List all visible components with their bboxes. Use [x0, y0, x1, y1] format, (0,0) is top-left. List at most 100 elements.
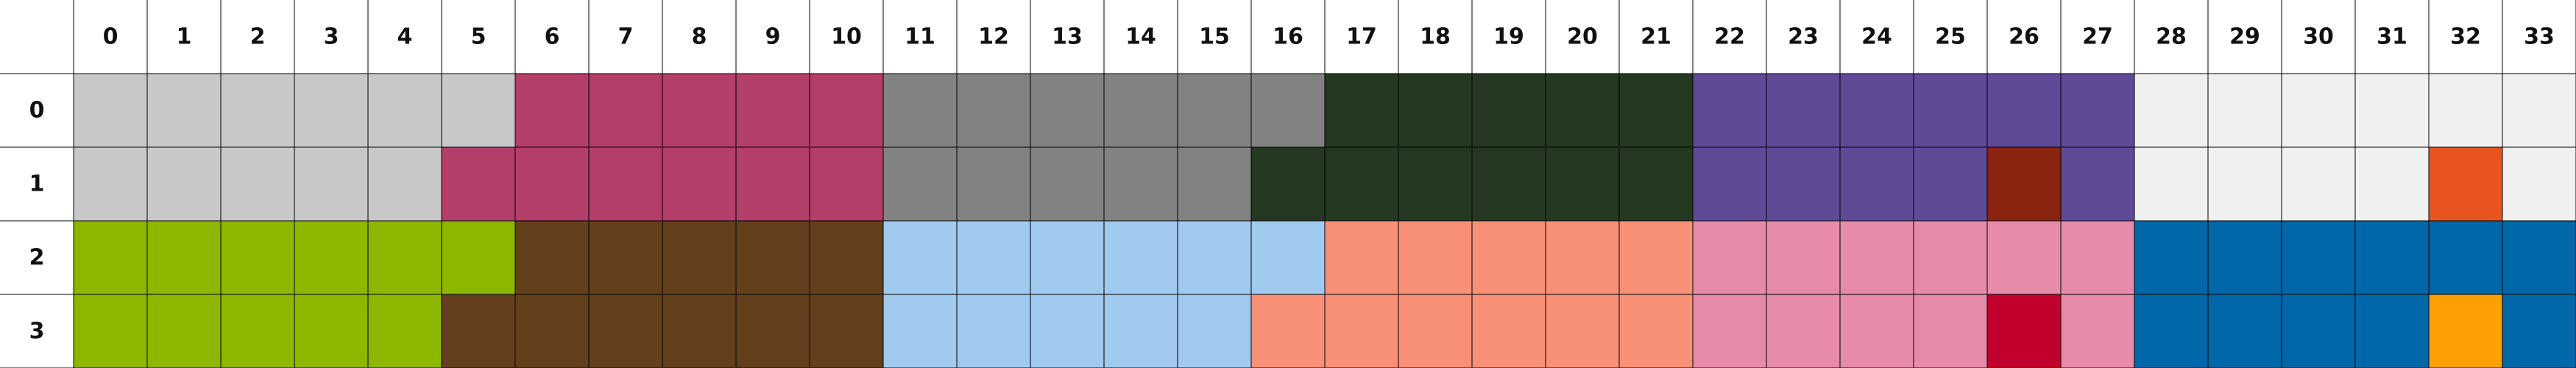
grid-cell-r1-c2: [221, 147, 294, 221]
grid-cell-r1-c24: [1840, 147, 1914, 221]
grid-cell-r1-c5: [442, 147, 515, 221]
grid-cell-r0-c21: [1619, 74, 1693, 147]
grid-cell-r2-c32: [2429, 221, 2502, 294]
grid-cell-r3-c12: [957, 294, 1030, 368]
column-header-14: 14: [1125, 24, 1156, 50]
grid-cell-r2-c4: [368, 221, 442, 294]
column-header-1: 1: [177, 24, 192, 50]
grid-cell-r1-c7: [589, 147, 662, 221]
grid-cell-r1-c17: [1325, 147, 1398, 221]
grid-cell-r2-c0: [74, 221, 147, 294]
column-header-33: 33: [2524, 24, 2555, 50]
grid-cell-r3-c27: [2061, 294, 2134, 368]
grid-cell-r3-c3: [294, 294, 368, 368]
column-header-28: 28: [2156, 24, 2187, 50]
grid-cell-r2-c12: [957, 221, 1030, 294]
grid-cell-r2-c28: [2134, 221, 2208, 294]
grid-cell-r3-c11: [883, 294, 957, 368]
grid-cell-r3-c32: [2429, 294, 2502, 368]
column-header-17: 17: [1346, 24, 1377, 50]
grid-cell-r1-c15: [1178, 147, 1251, 221]
grid-cell-r0-c33: [2502, 74, 2576, 147]
grid-cell-r2-c29: [2208, 221, 2282, 294]
grid-cell-r3-c25: [1914, 294, 1987, 368]
column-header-22: 22: [1714, 24, 1745, 50]
grid-cell-r3-c20: [1546, 294, 1619, 368]
grid-cell-r1-c27: [2061, 147, 2134, 221]
grid-cell-r0-c3: [294, 74, 368, 147]
column-header-29: 29: [2229, 24, 2260, 50]
grid-cell-r0-c5: [442, 74, 515, 147]
grid-cell-r3-c4: [368, 294, 442, 368]
grid-cell-r1-c22: [1693, 147, 1766, 221]
column-header-7: 7: [618, 24, 634, 50]
grid-cell-r1-c18: [1398, 147, 1472, 221]
grid-cell-r0-c31: [2355, 74, 2429, 147]
column-header-19: 19: [1493, 24, 1524, 50]
grid-cell-r0-c26: [1987, 74, 2061, 147]
grid-cell-r0-c32: [2429, 74, 2502, 147]
grid-cell-r0-c12: [957, 74, 1030, 147]
grid-cell-r0-c2: [221, 74, 294, 147]
grid-cell-r0-c9: [736, 74, 810, 147]
grid-cell-r3-c1: [147, 294, 221, 368]
grid-cell-r3-c2: [221, 294, 294, 368]
grid-cell-r0-c11: [883, 74, 957, 147]
grid-cell-r2-c20: [1546, 221, 1619, 294]
grid-cell-r2-c24: [1840, 221, 1914, 294]
column-header-27: 27: [2082, 24, 2113, 50]
grid-cell-r0-c19: [1472, 74, 1546, 147]
grid-cell-r1-c23: [1766, 147, 1840, 221]
row-header-2: 2: [29, 245, 45, 271]
grid-cell-r1-c25: [1914, 147, 1987, 221]
grid-cell-r2-c25: [1914, 221, 1987, 294]
grid-cell-r1-c13: [1030, 147, 1104, 221]
grid-cell-r0-c22: [1693, 74, 1766, 147]
grid-cell-r3-c14: [1104, 294, 1178, 368]
grid-cell-r2-c18: [1398, 221, 1472, 294]
grid-cell-r0-c10: [810, 74, 883, 147]
grid-cell-r2-c33: [2502, 221, 2576, 294]
grid-cell-r2-c1: [147, 221, 221, 294]
grid-cell-r2-c2: [221, 221, 294, 294]
grid-cell-r2-c22: [1693, 221, 1766, 294]
grid-cell-r3-c7: [589, 294, 662, 368]
grid-cell-r3-c8: [662, 294, 736, 368]
grid-cell-r2-c27: [2061, 221, 2134, 294]
grid-cell-r0-c23: [1766, 74, 1840, 147]
grid-cell-r1-c30: [2282, 147, 2355, 221]
grid-cell-r1-c3: [294, 147, 368, 221]
grid-cell-r3-c5: [442, 294, 515, 368]
grid-cell-r0-c15: [1178, 74, 1251, 147]
grid-cell-r2-c26: [1987, 221, 2061, 294]
grid-cell-r0-c7: [589, 74, 662, 147]
grid-cell-r3-c23: [1766, 294, 1840, 368]
column-header-4: 4: [397, 24, 413, 50]
column-header-9: 9: [765, 24, 781, 50]
grid-cell-r3-c15: [1178, 294, 1251, 368]
column-header-24: 24: [1861, 24, 1892, 50]
column-header-15: 15: [1199, 24, 1230, 50]
grid-cell-r3-c0: [74, 294, 147, 368]
grid-cell-r1-c31: [2355, 147, 2429, 221]
grid-cell-r1-c6: [515, 147, 589, 221]
column-header-3: 3: [324, 24, 339, 50]
grid-cell-r2-c6: [515, 221, 589, 294]
grid-cell-r3-c13: [1030, 294, 1104, 368]
grid-cell-r0-c4: [368, 74, 442, 147]
grid-cell-r1-c8: [662, 147, 736, 221]
grid-cell-r3-c22: [1693, 294, 1766, 368]
column-header-20: 20: [1567, 24, 1598, 50]
grid-cell-r2-c13: [1030, 221, 1104, 294]
column-header-6: 6: [545, 24, 560, 50]
grid-cell-r2-c10: [810, 221, 883, 294]
grid-cell-r1-c11: [883, 147, 957, 221]
grid-cell-r1-c21: [1619, 147, 1693, 221]
grid-cell-r1-c10: [810, 147, 883, 221]
grid-cell-r1-c0: [74, 147, 147, 221]
grid-cell-r0-c20: [1546, 74, 1619, 147]
row-header-3: 3: [29, 319, 45, 344]
grid-cell-r0-c0: [74, 74, 147, 147]
